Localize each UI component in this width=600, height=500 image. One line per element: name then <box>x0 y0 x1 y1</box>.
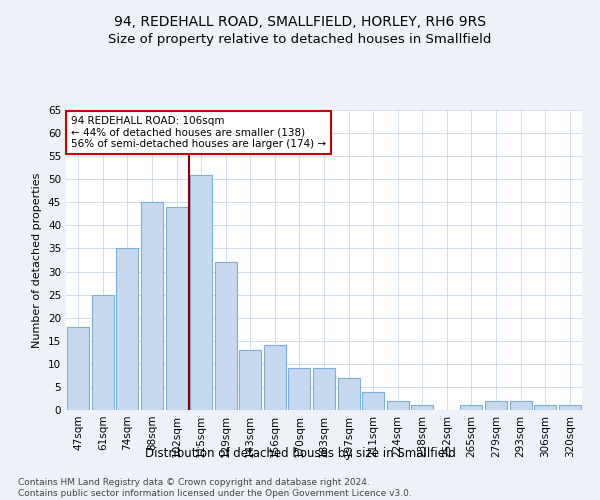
Bar <box>509 401 532 410</box>
Y-axis label: Number of detached properties: Number of detached properties <box>32 172 43 348</box>
Text: 94, REDEHALL ROAD, SMALLFIELD, HORLEY, RH6 9RS: 94, REDEHALL ROAD, SMALLFIELD, HORLEY, R… <box>114 15 486 29</box>
Bar <box>411 406 433 410</box>
Bar <box>313 368 335 410</box>
Text: Size of property relative to detached houses in Smallfield: Size of property relative to detached ho… <box>109 32 491 46</box>
Text: Contains HM Land Registry data © Crown copyright and database right 2024.
Contai: Contains HM Land Registry data © Crown c… <box>18 478 412 498</box>
Bar <box>67 327 89 410</box>
Bar <box>166 207 188 410</box>
Bar <box>362 392 384 410</box>
Text: Distribution of detached houses by size in Smallfield: Distribution of detached houses by size … <box>145 448 455 460</box>
Bar <box>338 378 359 410</box>
Bar <box>116 248 139 410</box>
Bar <box>264 346 286 410</box>
Bar <box>460 406 482 410</box>
Bar <box>289 368 310 410</box>
Bar <box>239 350 262 410</box>
Text: 94 REDEHALL ROAD: 106sqm
← 44% of detached houses are smaller (138)
56% of semi-: 94 REDEHALL ROAD: 106sqm ← 44% of detach… <box>71 116 326 149</box>
Bar <box>92 294 114 410</box>
Bar <box>559 406 581 410</box>
Bar <box>141 202 163 410</box>
Bar <box>534 406 556 410</box>
Bar <box>386 401 409 410</box>
Bar <box>215 262 237 410</box>
Bar <box>190 174 212 410</box>
Bar <box>485 401 507 410</box>
